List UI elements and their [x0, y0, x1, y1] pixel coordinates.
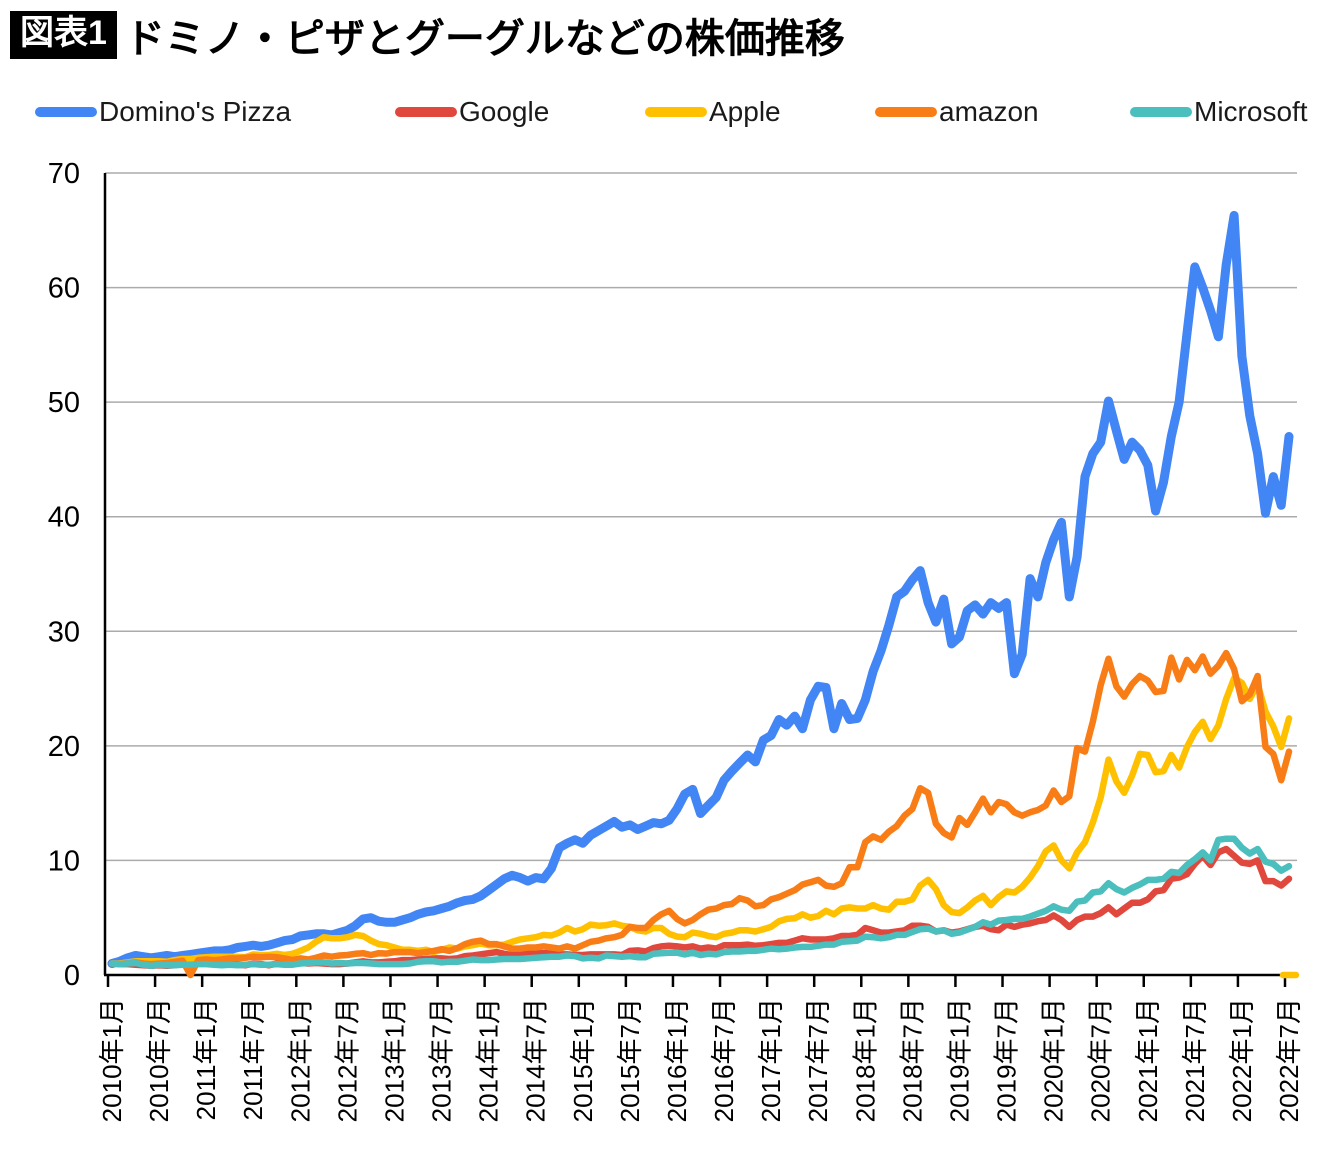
y-axis-label: 60 — [48, 273, 80, 305]
x-axis-label: 2021年7月 — [1180, 998, 1210, 1122]
x-axis-label: 2018年1月 — [850, 998, 880, 1122]
y-axis-label: 0 — [64, 960, 80, 992]
legend-item-dominos-pizza: Domino's Pizza — [35, 96, 291, 128]
y-axis-label: 50 — [48, 387, 80, 419]
x-axis-label: 2019年7月 — [992, 998, 1022, 1122]
x-axis-label: 2011年7月 — [238, 998, 268, 1120]
x-axis-label: 2017年7月 — [803, 998, 833, 1122]
y-axis-label: 40 — [48, 502, 80, 534]
legend: Domino's Pizza Google Apple amazon Micro… — [0, 96, 1340, 130]
y-axis-label: 30 — [48, 616, 80, 648]
y-axis-label: 20 — [48, 731, 80, 763]
x-axis-label: 2015年7月 — [615, 998, 645, 1122]
legend-label-microsoft: Microsoft — [1194, 96, 1308, 127]
legend-item-google: Google — [395, 96, 549, 128]
x-axis-label: 2013年1月 — [379, 998, 409, 1122]
x-axis-label: 2015年1月 — [568, 998, 598, 1122]
x-axis-label: 2013年7月 — [427, 998, 457, 1122]
legend-swatch-amazon — [875, 107, 937, 117]
x-axis-label: 2011年1月 — [191, 998, 221, 1120]
x-axis-label: 2016年7月 — [709, 998, 739, 1122]
x-axis-label: 2020年1月 — [1039, 998, 1069, 1122]
series-line-amazon — [108, 649, 1293, 979]
legend-item-microsoft: Microsoft — [1130, 96, 1308, 128]
x-axis-label: 2012年1月 — [285, 998, 315, 1122]
legend-swatch-microsoft — [1130, 107, 1192, 117]
figure-number-badge: 図表1 — [10, 11, 117, 59]
legend-item-apple: Apple — [645, 96, 781, 128]
y-axis-label: 70 — [48, 158, 80, 190]
legend-swatch-apple — [645, 107, 707, 117]
legend-item-amazon: amazon — [875, 96, 1039, 128]
x-axis-label: 2014年7月 — [521, 998, 551, 1122]
x-axis-label: 2014年1月 — [474, 998, 504, 1122]
page-title: ドミノ・ピザとグーグルなどの株価推移 — [124, 17, 845, 61]
x-axis-label: 2010年1月 — [97, 998, 127, 1122]
x-axis-label: 2019年1月 — [944, 998, 974, 1122]
legend-label-google: Google — [459, 96, 550, 127]
title-bar: 図表1 ドミノ・ピザとグーグルなどの株価推移 — [10, 6, 845, 64]
x-axis-label: 2022年7月 — [1274, 998, 1304, 1122]
x-axis-label: 2017年1月 — [756, 998, 786, 1122]
x-axis-label: 2022年1月 — [1227, 998, 1257, 1122]
series-line-microsoft — [108, 835, 1293, 970]
legend-swatch-google — [395, 107, 457, 117]
series-line-apple — [108, 675, 1293, 967]
y-axis-label: 10 — [48, 845, 80, 877]
series-line-google — [108, 845, 1293, 970]
series-line-domino-s-pizza — [107, 210, 1294, 968]
legend-label-dominos-pizza: Domino's Pizza — [99, 96, 292, 127]
x-axis-label: 2021年1月 — [1133, 998, 1163, 1122]
x-axis-label: 2018年7月 — [897, 998, 927, 1122]
legend-swatch-dominos-pizza — [35, 107, 97, 117]
x-axis-label: 2012年7月 — [332, 998, 362, 1122]
x-axis-label: 2010年7月 — [144, 998, 174, 1122]
x-axis-label: 2020年7月 — [1086, 998, 1116, 1122]
legend-label-apple: Apple — [709, 96, 781, 127]
x-axis-label: 2016年1月 — [662, 998, 692, 1122]
legend-label-amazon: amazon — [939, 96, 1039, 127]
